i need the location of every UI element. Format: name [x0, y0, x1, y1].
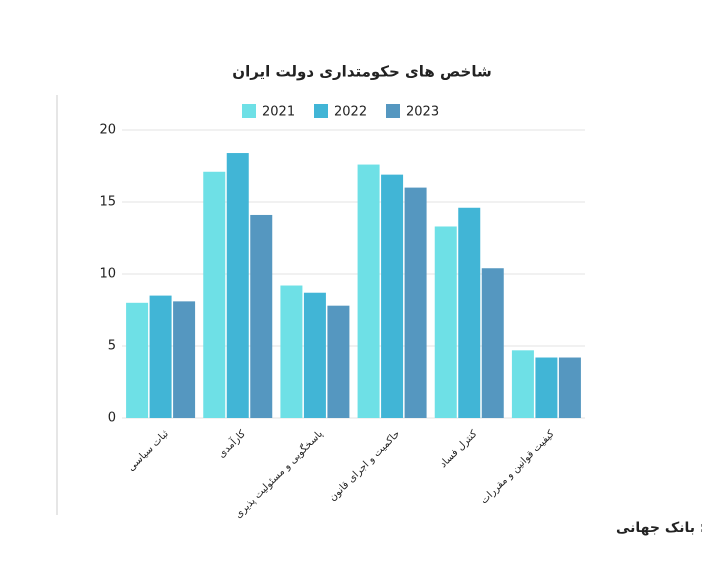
- y-tick-label: 20: [99, 123, 116, 138]
- chart-title: شاخص های حکومتداری دولت ایران: [232, 63, 491, 81]
- bar: [481, 268, 504, 418]
- bar: [303, 292, 326, 418]
- bar: [280, 285, 303, 418]
- bar: [203, 171, 226, 418]
- y-tick-label: 15: [99, 195, 116, 210]
- bar: [149, 295, 172, 418]
- bar: [381, 174, 404, 418]
- y-tick-label: 0: [108, 411, 116, 426]
- legend-swatch: [314, 104, 328, 118]
- bar: [250, 214, 273, 418]
- legend-swatch: [386, 104, 400, 118]
- bar: [404, 187, 427, 418]
- y-tick-label: 5: [108, 339, 116, 354]
- bar: [558, 357, 581, 418]
- legend-label: 2021: [262, 105, 295, 120]
- bar: [173, 301, 196, 418]
- bar: [357, 164, 380, 418]
- y-tick-label: 10: [99, 267, 116, 282]
- bar: [511, 350, 534, 418]
- bar: [226, 153, 249, 419]
- bar: [434, 226, 457, 418]
- bar: [458, 207, 481, 418]
- source-note: منبع: بانک جهانی: [616, 520, 702, 536]
- bar: [535, 357, 558, 418]
- bar: [126, 302, 149, 418]
- legend-label: 2023: [406, 105, 439, 120]
- legend-swatch: [242, 104, 256, 118]
- bar: [327, 305, 350, 418]
- legend-label: 2022: [334, 105, 367, 120]
